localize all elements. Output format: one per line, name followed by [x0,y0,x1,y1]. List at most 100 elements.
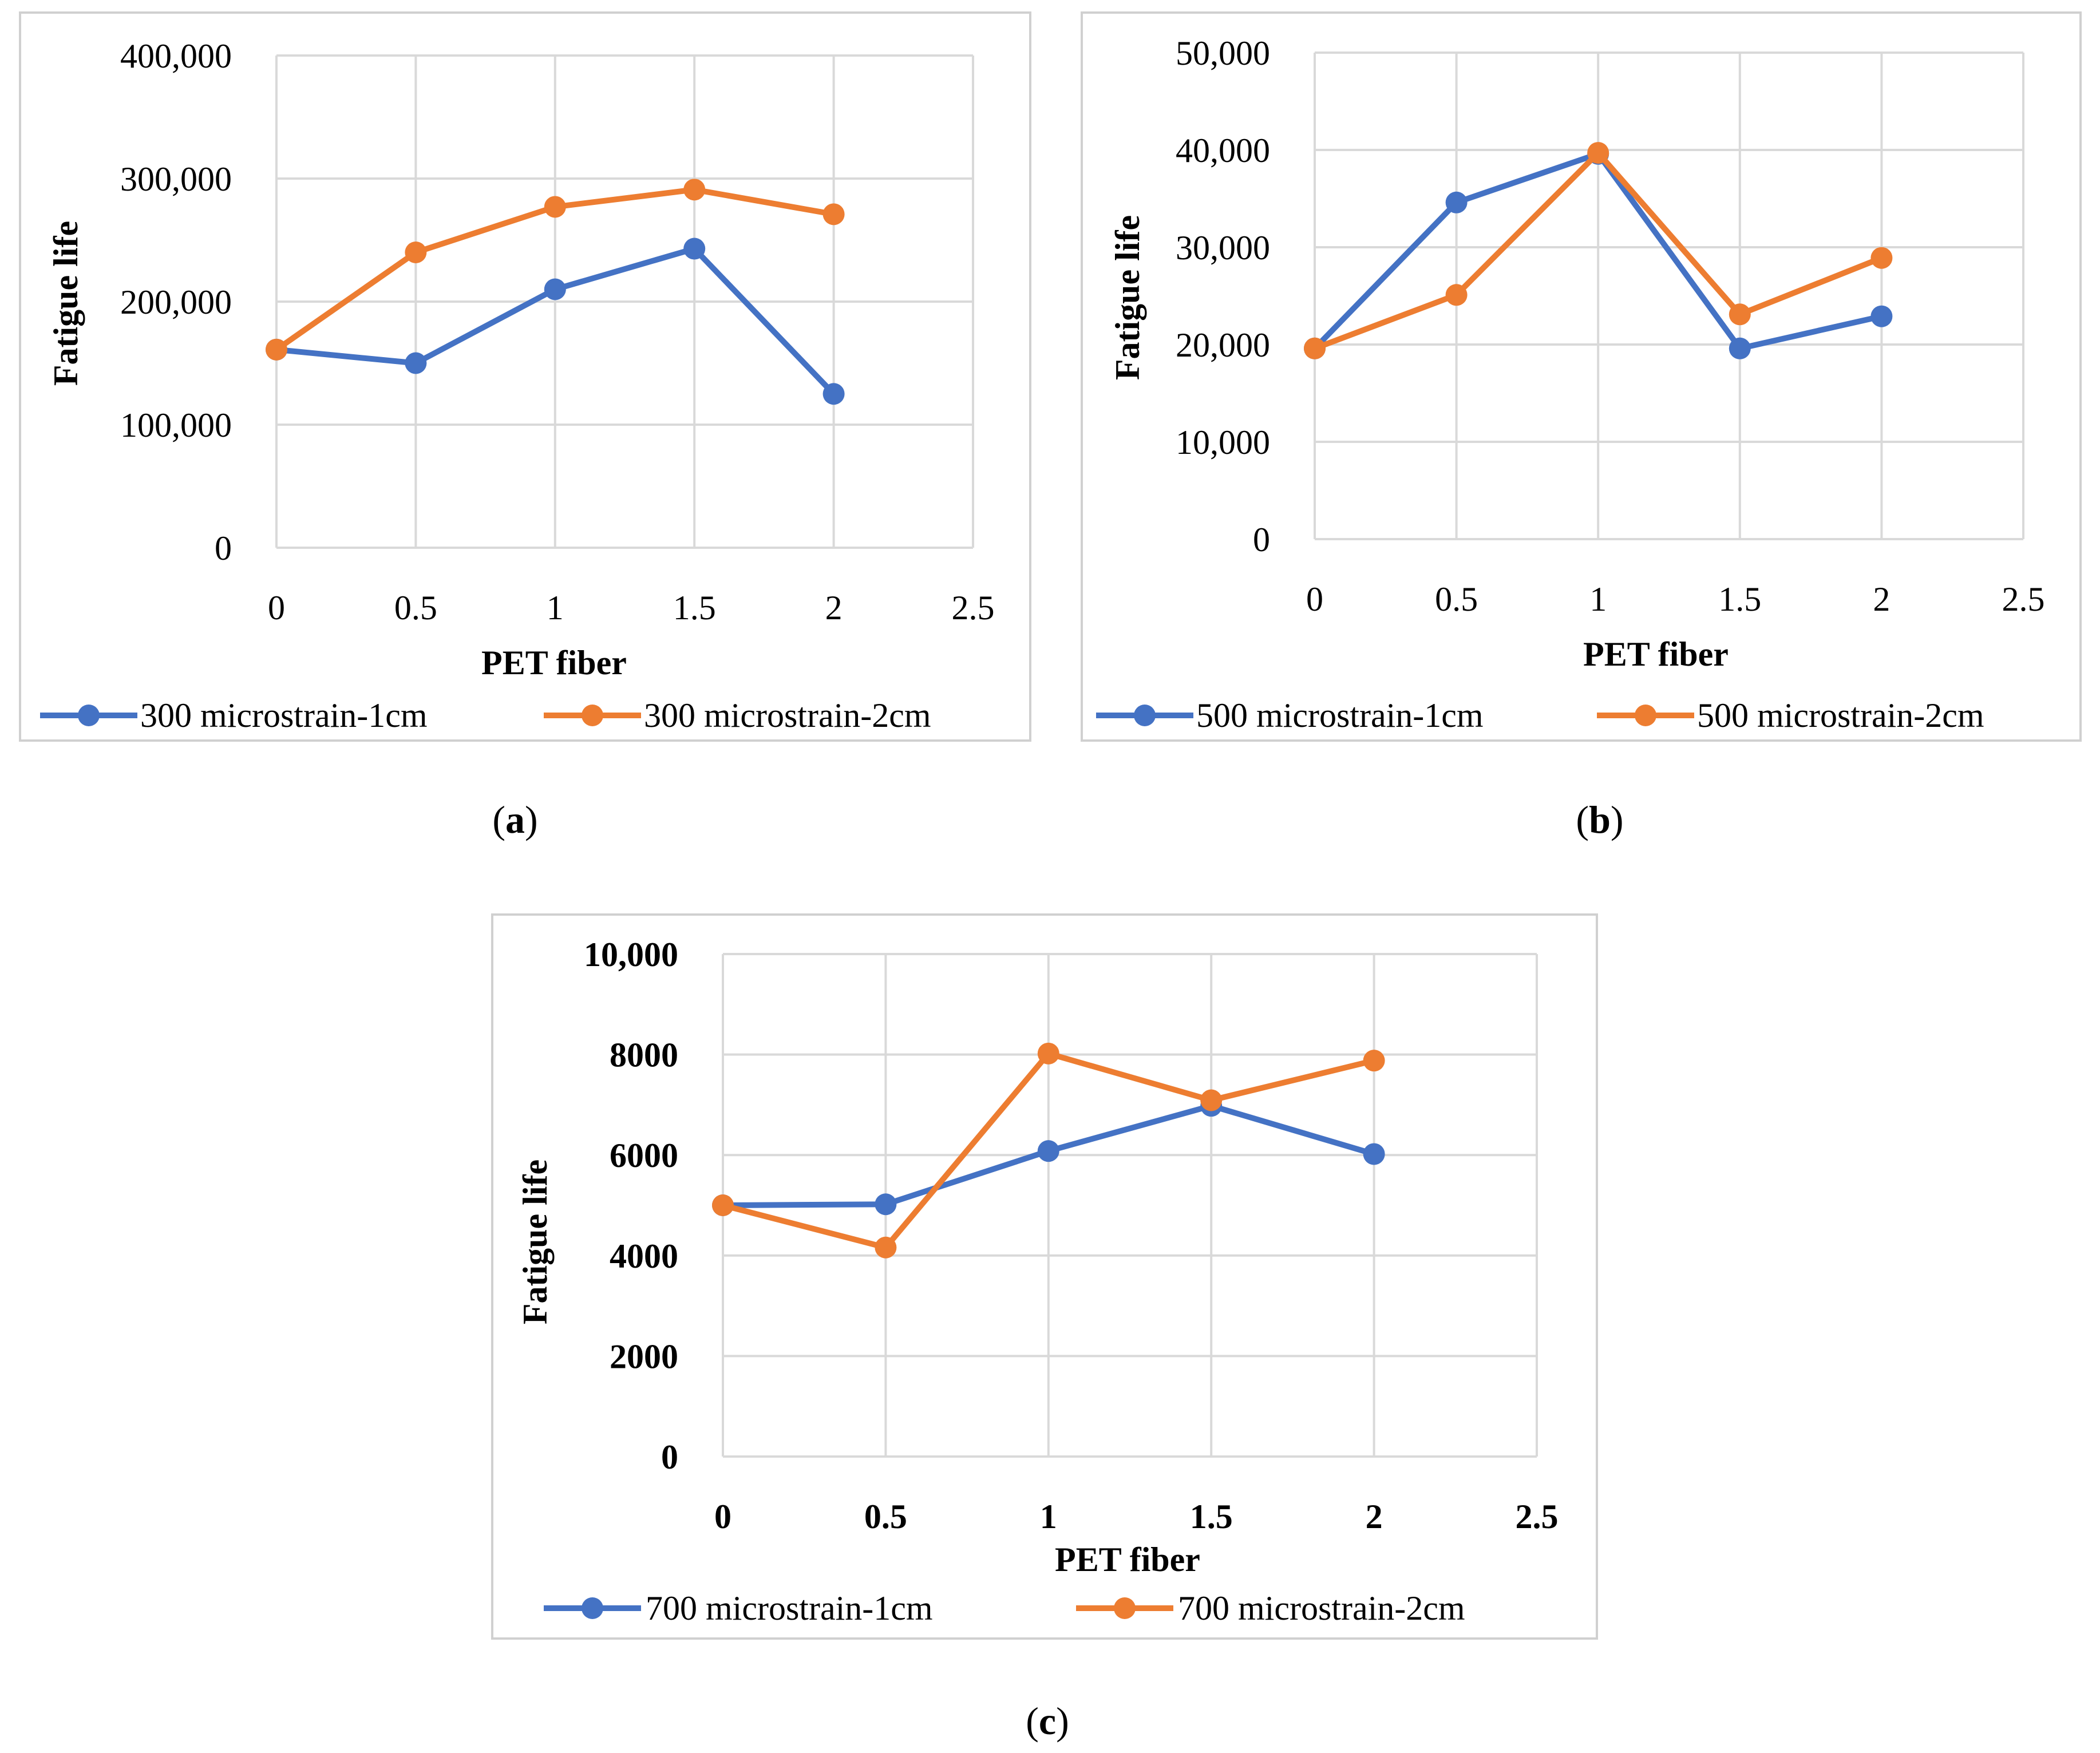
data-point-a-2cm-2 [544,196,566,218]
y-tick-label-b-2: 20,000 [1176,326,1270,364]
legend-item-b-1cm: 500 microstrain-1cm [1096,697,1484,734]
legend-marker-b-1cm [1134,705,1156,726]
y-tick-labels-a: 0 100,000 200,000 300,000 400,000 [120,37,232,567]
x-tick-label-a-2: 1 [547,589,564,627]
data-point-b-1cm-1 [1445,191,1468,213]
y-tick-label-c-2: 4000 [610,1237,678,1275]
x-tick-labels-a: 0 0.5 1 1.5 2 2.5 [268,589,995,627]
data-point-b-1cm-4 [1870,305,1893,327]
y-axis-title-a: Fatigue life [47,221,85,386]
panel-label-c: (c) [1026,1699,1069,1743]
data-point-c-2cm-1 [875,1236,897,1259]
legend-b: 500 microstrain-1cm 500 microstrain-2cm [1096,697,1984,734]
x-axis-title-a: PET fiber [481,644,627,682]
panel-label-b: (b) [1576,798,1623,841]
legend-marker-c-2cm [1114,1597,1136,1619]
chart-frame-a [19,11,1031,742]
y-tick-label-c-3: 6000 [610,1137,678,1174]
series-group-b [1304,142,1893,359]
x-axis-title-c: PET fiber [1055,1541,1200,1578]
x-tick-label-c-2: 1 [1040,1498,1057,1536]
y-tick-labels-c: 0 2000 4000 6000 8000 10,000 [584,936,678,1476]
legend-item-b-2cm: 500 microstrain-2cm [1597,697,1984,734]
x-tick-label-c-4: 2 [1366,1498,1383,1536]
data-point-c-2cm-4 [1363,1050,1385,1072]
gridlines-c [722,953,1538,1458]
y-tick-label-b-1: 10,000 [1176,424,1270,461]
data-point-c-1cm-2 [1037,1140,1059,1162]
y-tick-label-c-1: 2000 [610,1337,678,1375]
data-point-a-1cm-3 [683,238,706,260]
data-point-c-1cm-1 [875,1193,897,1216]
legend-marker-c-1cm [582,1597,603,1619]
data-point-b-2cm-0 [1304,337,1326,359]
x-tick-label-b-3: 1.5 [1718,580,1761,618]
x-tick-label-c-1: 0.5 [864,1498,907,1536]
chart-frame-c [491,913,1598,1640]
x-tick-labels-c: 0 0.5 1 1.5 2 2.5 [714,1498,1559,1536]
data-point-c-2cm-0 [712,1194,734,1216]
legend-label-b-1cm: 500 microstrain-1cm [1196,697,1484,734]
y-tick-label-c-0: 0 [661,1438,678,1476]
x-tick-label-b-5: 2.5 [2002,580,2045,618]
panel-label-a: (a) [492,798,537,841]
y-tick-label-a-1: 100,000 [120,406,232,444]
legend-item-c-1cm: 700 microstrain-1cm [544,1589,933,1627]
series-group-a [266,179,845,405]
legend-c: 700 microstrain-1cm 700 microstrain-2cm [544,1589,1465,1627]
y-tick-label-a-2: 200,000 [120,283,232,321]
data-point-a-1cm-2 [544,278,566,300]
y-tick-label-a-0: 0 [215,529,232,567]
x-tick-label-a-0: 0 [268,589,285,627]
gridlines-a [275,54,974,549]
y-tick-label-c-5: 10,000 [584,936,678,974]
x-tick-label-a-5: 2.5 [952,589,995,627]
data-point-a-2cm-0 [266,338,287,361]
data-point-a-1cm-1 [405,352,427,374]
legend-marker-a-2cm [582,705,603,726]
legend-marker-b-2cm [1635,705,1656,726]
legend-label-a-1cm: 300 microstrain-1cm [140,697,428,734]
data-point-b-1cm-3 [1729,337,1751,359]
data-point-a-2cm-1 [405,242,427,263]
y-axis-title-c: Fatigue life [516,1160,554,1324]
data-point-b-2cm-2 [1587,142,1609,164]
x-tick-label-b-0: 0 [1306,580,1323,618]
legend-item-a-2cm: 300 microstrain-2cm [544,697,931,734]
x-tick-label-a-3: 1.5 [673,589,716,627]
legend-label-a-2cm: 300 microstrain-2cm [644,697,931,734]
x-tick-label-b-4: 2 [1873,580,1890,618]
chart-panel-a: 0 100,000 200,000 300,000 400,000 0 0.5 1 1.5 2 2… [19,11,1031,841]
y-tick-label-c-4: 8000 [610,1036,678,1074]
y-tick-label-b-5: 50,000 [1176,34,1270,72]
data-point-b-2cm-4 [1870,247,1893,269]
y-tick-label-a-4: 400,000 [120,37,232,75]
x-tick-label-a-4: 2 [825,589,843,627]
chart-panel-b: 0 10,000 20,000 30,000 40,000 50,000 0 0.5 1 1.5… [1081,11,2082,841]
data-point-c-2cm-3 [1200,1089,1223,1111]
series-group-c [712,1042,1385,1259]
data-point-a-2cm-4 [822,203,845,225]
x-tick-label-c-3: 1.5 [1190,1498,1233,1536]
chart-panel-c: 0 2000 4000 6000 8000 10,000 0 0.5 1 1.5 2 2.5 Fat… [491,913,1598,1743]
y-tick-label-a-3: 300,000 [120,160,232,198]
legend-label-b-2cm: 500 microstrain-2cm [1697,697,1984,734]
y-tick-label-b-0: 0 [1253,521,1270,559]
legend-marker-a-1cm [78,705,100,726]
legend-a: 300 microstrain-1cm 300 microstrain-2cm [40,697,931,734]
legend-label-c-1cm: 700 microstrain-1cm [646,1589,933,1627]
x-tick-label-c-5: 2.5 [1516,1498,1559,1536]
chart-frame-b [1081,11,2082,742]
y-tick-label-b-3: 30,000 [1176,229,1270,267]
y-tick-labels-b: 0 10,000 20,000 30,000 40,000 50,000 [1176,34,1270,559]
data-point-b-2cm-3 [1729,303,1751,326]
x-tick-label-c-0: 0 [714,1498,731,1536]
y-tick-label-b-4: 40,000 [1176,132,1270,169]
data-point-b-2cm-1 [1445,284,1468,306]
legend-item-c-2cm: 700 microstrain-2cm [1076,1589,1465,1627]
data-point-a-1cm-4 [822,383,845,405]
data-point-a-2cm-3 [683,179,706,201]
gridlines-b [1314,52,2024,540]
legend-label-c-2cm: 700 microstrain-2cm [1178,1589,1465,1627]
